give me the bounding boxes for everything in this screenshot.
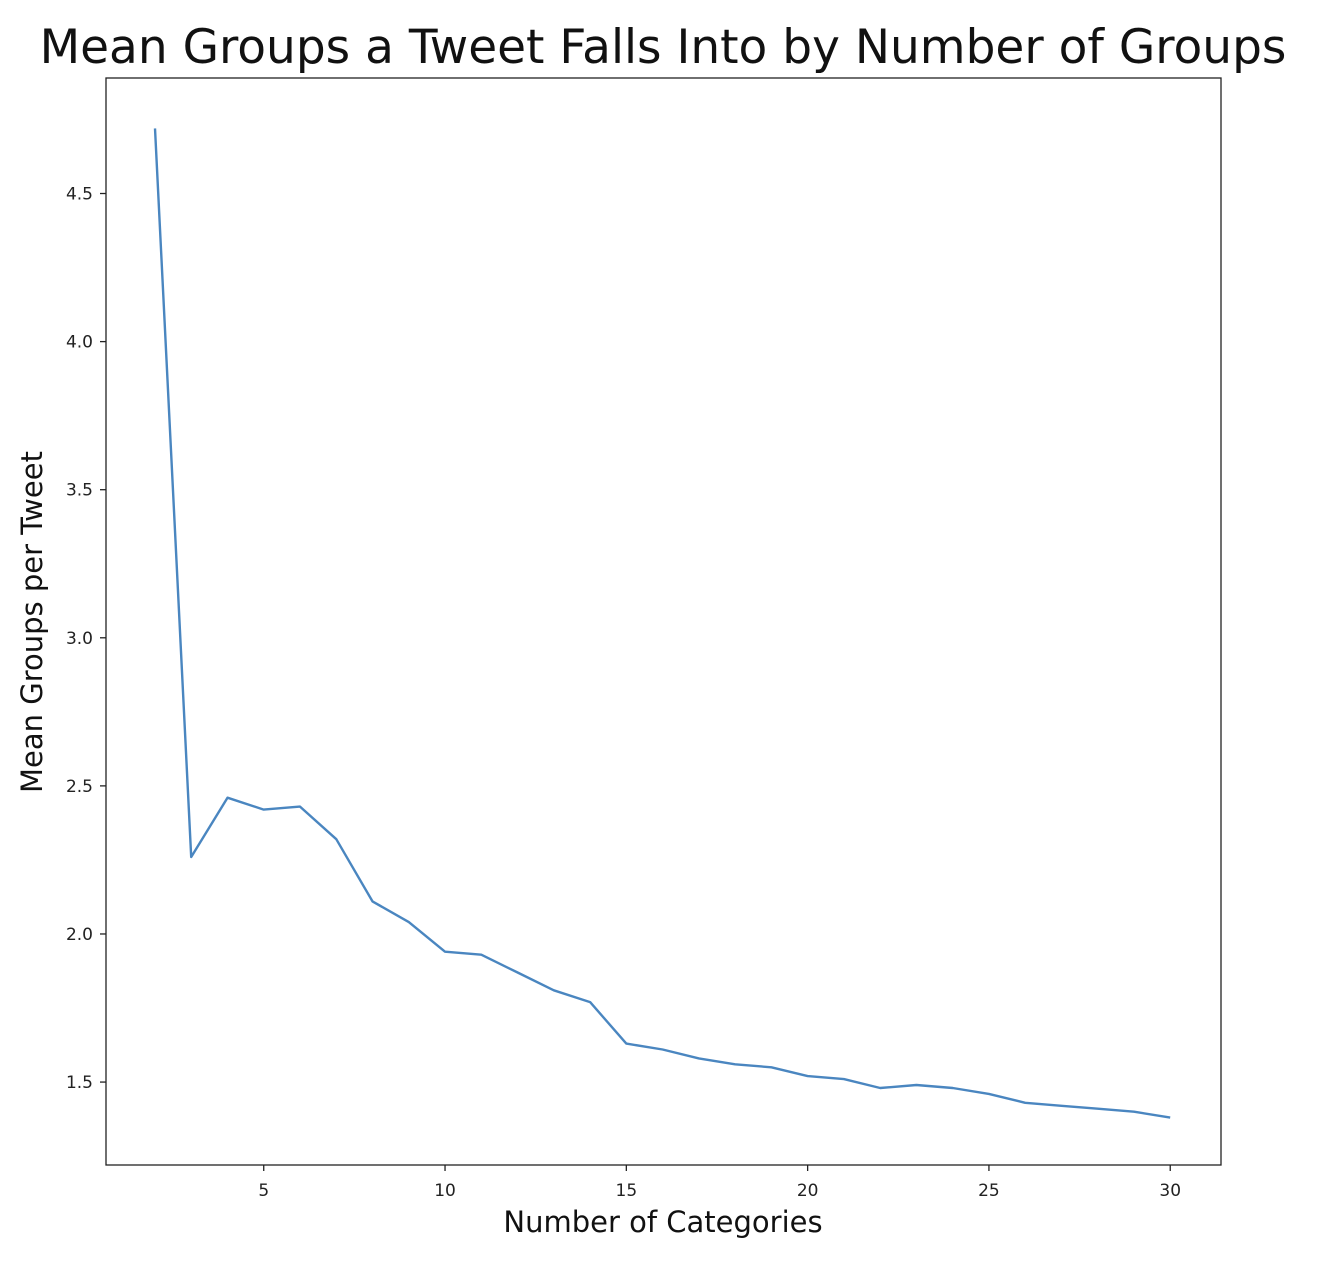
data-point (1058, 1103, 1064, 1109)
data-point (1095, 1106, 1101, 1112)
data-point (877, 1085, 883, 1091)
y-tick-label: 2.0 (66, 925, 93, 945)
data-point (768, 1064, 774, 1070)
data-point (515, 969, 521, 975)
data-point (913, 1082, 919, 1088)
data-point (623, 1041, 629, 1047)
plot-frame (105, 77, 1222, 1166)
x-tick-label: 25 (978, 1181, 1000, 1201)
data-point (478, 952, 484, 958)
x-tick-label: 5 (258, 1181, 269, 1201)
y-tick-label: 1.5 (66, 1073, 93, 1093)
data-point (406, 919, 412, 925)
y-tick-label: 4.0 (66, 333, 93, 353)
data-point (696, 1055, 702, 1061)
x-tick-label: 15 (616, 1181, 638, 1201)
data-point (1022, 1100, 1028, 1106)
chart-title: Mean Groups a Tweet Falls Into by Number… (40, 20, 1287, 75)
data-point (1131, 1109, 1137, 1115)
data-point (950, 1085, 956, 1091)
data-point (660, 1046, 666, 1052)
data-point (370, 898, 376, 904)
y-axis-label: Mean Groups per Tweet (15, 451, 49, 793)
x-tick-label: 20 (797, 1181, 819, 1201)
data-point (224, 795, 230, 801)
data-point (152, 125, 158, 131)
series-line (153, 128, 1171, 1119)
data-point (261, 807, 267, 813)
series-points (152, 125, 1173, 1120)
data-point (442, 949, 448, 955)
data-point (986, 1091, 992, 1097)
data-point (805, 1073, 811, 1079)
x-axis-label: Number of Categories (503, 1205, 822, 1239)
y-axis: 1.5 2.0 2.5 3.0 3.5 4.0 4.5 (66, 185, 106, 1093)
y-tick-label: 3.5 (66, 481, 93, 501)
y-tick-label: 3.0 (66, 629, 93, 649)
data-point (188, 854, 194, 860)
x-axis: 5 10 15 20 25 30 (258, 1165, 1181, 1201)
y-tick-label: 2.5 (66, 777, 93, 797)
y-tick-label: 4.5 (66, 185, 93, 205)
data-point (551, 987, 557, 993)
data-point (297, 804, 303, 810)
x-tick-label: 10 (434, 1181, 456, 1201)
x-tick-label: 30 (1159, 1181, 1181, 1201)
data-point (841, 1076, 847, 1082)
data-point (1167, 1115, 1173, 1121)
data-point (732, 1061, 738, 1067)
data-point (587, 999, 593, 1005)
data-point (333, 836, 339, 842)
